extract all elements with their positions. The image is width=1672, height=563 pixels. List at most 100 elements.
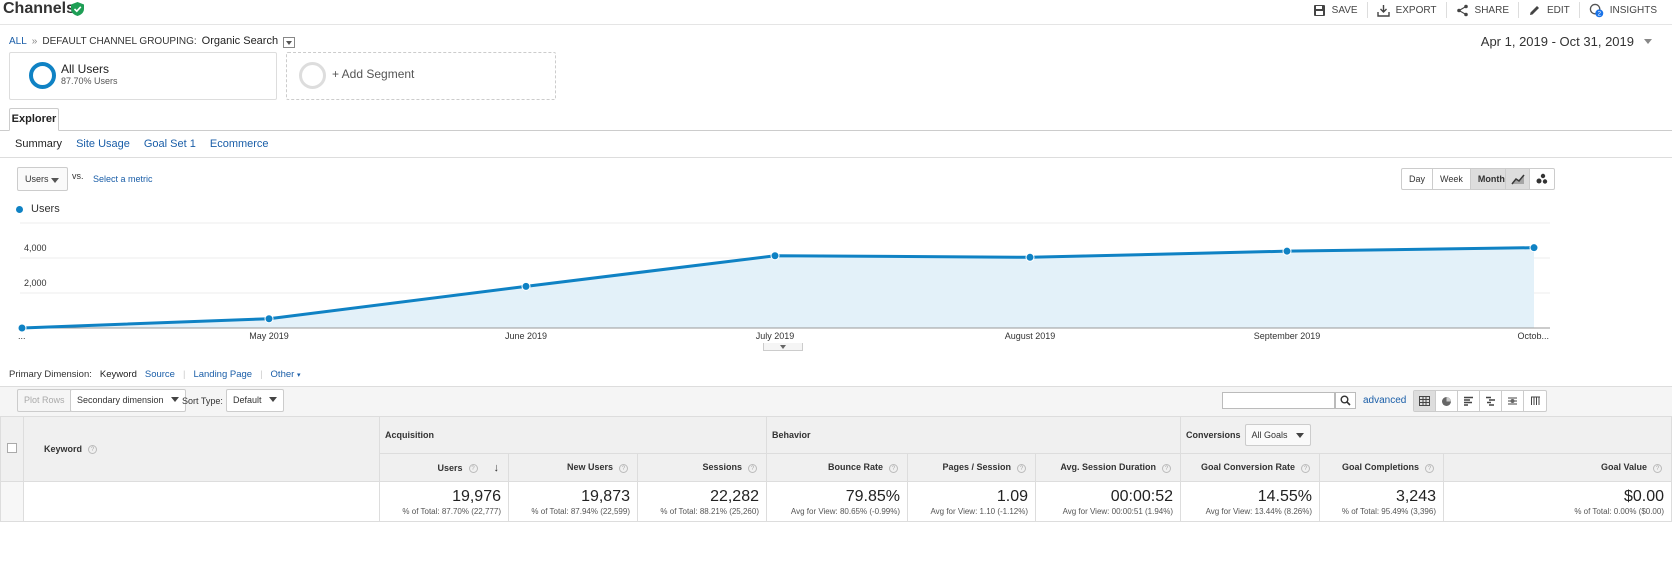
help-icon[interactable]: ? xyxy=(619,463,628,473)
insights-button[interactable]: 2 INSIGHTS xyxy=(1580,2,1666,18)
help-icon[interactable]: ? xyxy=(1653,463,1662,473)
primary-dimension-label: Primary Dimension: xyxy=(9,369,92,380)
secondary-dimension-label: Secondary dimension xyxy=(77,395,164,405)
pages-session-column-header[interactable]: Pages / Session? xyxy=(907,453,1036,482)
add-segment-button[interactable]: + Add Segment xyxy=(286,52,556,100)
help-icon[interactable]: ? xyxy=(889,463,898,473)
select-metric-link[interactable]: Select a metric xyxy=(93,174,153,184)
x-tick-label: September 2019 xyxy=(1254,331,1321,341)
chevron-down-icon xyxy=(1295,433,1304,438)
sort-type-select[interactable]: Default xyxy=(226,389,284,412)
verified-shield-icon xyxy=(71,2,84,16)
conversions-group-header: Conversions All Goals xyxy=(1180,416,1672,454)
subtab-site-usage[interactable]: Site Usage xyxy=(76,138,130,150)
save-label: SAVE xyxy=(1331,4,1358,16)
export-button[interactable]: EXPORT xyxy=(1368,2,1447,18)
data-point xyxy=(264,314,274,324)
breadcrumb-separator: » xyxy=(31,35,38,47)
bar-list-icon xyxy=(1464,396,1473,406)
metric-select[interactable]: Users xyxy=(17,167,68,191)
tab-explorer[interactable]: Explorer xyxy=(9,108,59,131)
segment-all-users[interactable]: All Users 87.70% Users xyxy=(9,52,277,100)
dimension-other-dropdown[interactable]: Other ▾ xyxy=(270,369,301,380)
goals-select[interactable]: All Goals xyxy=(1244,424,1311,446)
pencil-icon xyxy=(1529,5,1539,15)
total-new-users-value: 19,873 xyxy=(581,488,630,505)
help-icon[interactable]: ? xyxy=(748,463,757,473)
dimension-source-link[interactable]: Source xyxy=(144,369,175,380)
table-view-toggle xyxy=(1413,390,1547,412)
granularity-toggle: Day Week Month xyxy=(1401,168,1513,190)
new-users-header-label: New Users xyxy=(566,462,613,473)
save-button[interactable]: SAVE xyxy=(1304,2,1368,18)
table-search-input[interactable] xyxy=(1222,392,1335,409)
pie-view-button[interactable] xyxy=(1436,391,1458,411)
help-icon[interactable]: ? xyxy=(1425,463,1434,473)
new-users-column-header[interactable]: New Users? xyxy=(508,453,638,482)
help-icon[interactable]: ? xyxy=(1017,463,1026,473)
goal-completions-column-header[interactable]: Goal Completions? xyxy=(1319,453,1444,482)
search-button[interactable] xyxy=(1335,392,1356,409)
data-point xyxy=(521,281,531,291)
granularity-month-button[interactable]: Month xyxy=(1470,169,1512,189)
term-cloud-view-button[interactable] xyxy=(1502,391,1524,411)
subtab-ecommerce[interactable]: Ecommerce xyxy=(209,138,269,150)
dimension-keyword[interactable]: Keyword xyxy=(99,369,137,380)
subtab-summary[interactable]: Summary xyxy=(15,138,63,150)
sessions-column-header[interactable]: Sessions? xyxy=(637,453,767,482)
goal-value-header-label: Goal Value xyxy=(1600,462,1647,473)
conversions-group-label: Conversions xyxy=(1186,430,1241,440)
total-sessions-sub: % of Total: 88.21% (25,260) xyxy=(660,507,759,516)
select-all-checkbox[interactable] xyxy=(7,443,17,453)
comparison-view-button[interactable] xyxy=(1480,391,1502,411)
total-bounce-rate-value: 79.85% xyxy=(845,488,900,505)
share-button[interactable]: SHARE xyxy=(1447,2,1519,18)
edit-button[interactable]: EDIT xyxy=(1519,2,1580,18)
breadcrumb: ALL » DEFAULT CHANNEL GROUPING: Organic … xyxy=(9,35,296,48)
totals-row: 19,976 % of Total: 87.70% (22,777) 19,873… xyxy=(0,481,1672,522)
export-label: EXPORT xyxy=(1395,4,1437,16)
help-icon[interactable]: ? xyxy=(1162,463,1171,473)
help-icon[interactable]: ? xyxy=(88,445,98,455)
breadcrumb-dropdown-button[interactable] xyxy=(283,36,296,48)
comparison-icon xyxy=(1486,396,1495,406)
chart-resize-handle[interactable] xyxy=(763,343,803,351)
date-range-picker[interactable]: Apr 1, 2019 - Oct 31, 2019 xyxy=(1481,34,1652,49)
performance-view-button[interactable] xyxy=(1458,391,1480,411)
subtab-goal-set-1[interactable]: Goal Set 1 xyxy=(143,138,196,150)
breadcrumb-all-link[interactable]: ALL xyxy=(9,35,27,47)
avg-session-duration-header-label: Avg. Session Duration xyxy=(1060,462,1156,473)
data-table-view-button[interactable] xyxy=(1414,391,1436,411)
dimension-landing-page-link[interactable]: Landing Page xyxy=(193,369,253,380)
keyword-column-header[interactable]: Keyword? xyxy=(23,416,380,482)
save-icon xyxy=(1313,4,1325,16)
avg-session-duration-column-header[interactable]: Avg. Session Duration? xyxy=(1035,453,1181,482)
line-chart-button[interactable] xyxy=(1506,169,1530,189)
help-icon[interactable]: ? xyxy=(1301,463,1310,473)
x-tick-label: Octob... xyxy=(1517,331,1549,341)
goal-completions-header-label: Goal Completions xyxy=(1341,462,1419,473)
segment-ring-icon xyxy=(29,62,56,89)
data-point xyxy=(17,323,27,333)
secondary-dimension-select[interactable]: Secondary dimension xyxy=(70,389,186,412)
goal-value-column-header[interactable]: Goal Value? xyxy=(1443,453,1672,482)
help-icon[interactable]: ? xyxy=(468,463,478,473)
vs-label: vs. xyxy=(72,171,84,181)
total-goal-conversion-rate-value: 14.55% xyxy=(1257,488,1312,505)
explorer-subtabs: Summary Site Usage Goal Set 1 Ecommerce xyxy=(15,138,269,150)
granularity-day-button[interactable]: Day xyxy=(1402,169,1434,189)
insights-icon: 2 xyxy=(1589,3,1604,17)
goal-conversion-rate-column-header[interactable]: Goal Conversion Rate? xyxy=(1180,453,1320,482)
pivot-view-button[interactable] xyxy=(1524,391,1546,411)
granularity-week-button[interactable]: Week xyxy=(1433,169,1471,189)
plot-rows-button[interactable]: Plot Rows xyxy=(17,389,72,412)
advanced-filter-link[interactable]: advanced xyxy=(1363,395,1407,406)
bounce-rate-column-header[interactable]: Bounce Rate? xyxy=(766,453,908,482)
total-goal-completions: 3,243 % of Total: 95.49% (3,396) xyxy=(1319,481,1444,522)
total-bounce-rate-sub: Avg for View: 80.65% (-0.99%) xyxy=(790,507,900,516)
total-avg-session-duration: 00:00:52 Avg for View: 00:00:51 (1.94%) xyxy=(1035,481,1181,522)
date-range-text: Apr 1, 2019 - Oct 31, 2019 xyxy=(1480,34,1634,49)
users-column-header[interactable]: Users? ↓ xyxy=(379,453,509,482)
x-tick-label: May 2019 xyxy=(249,331,289,341)
motion-chart-button[interactable] xyxy=(1530,169,1554,189)
